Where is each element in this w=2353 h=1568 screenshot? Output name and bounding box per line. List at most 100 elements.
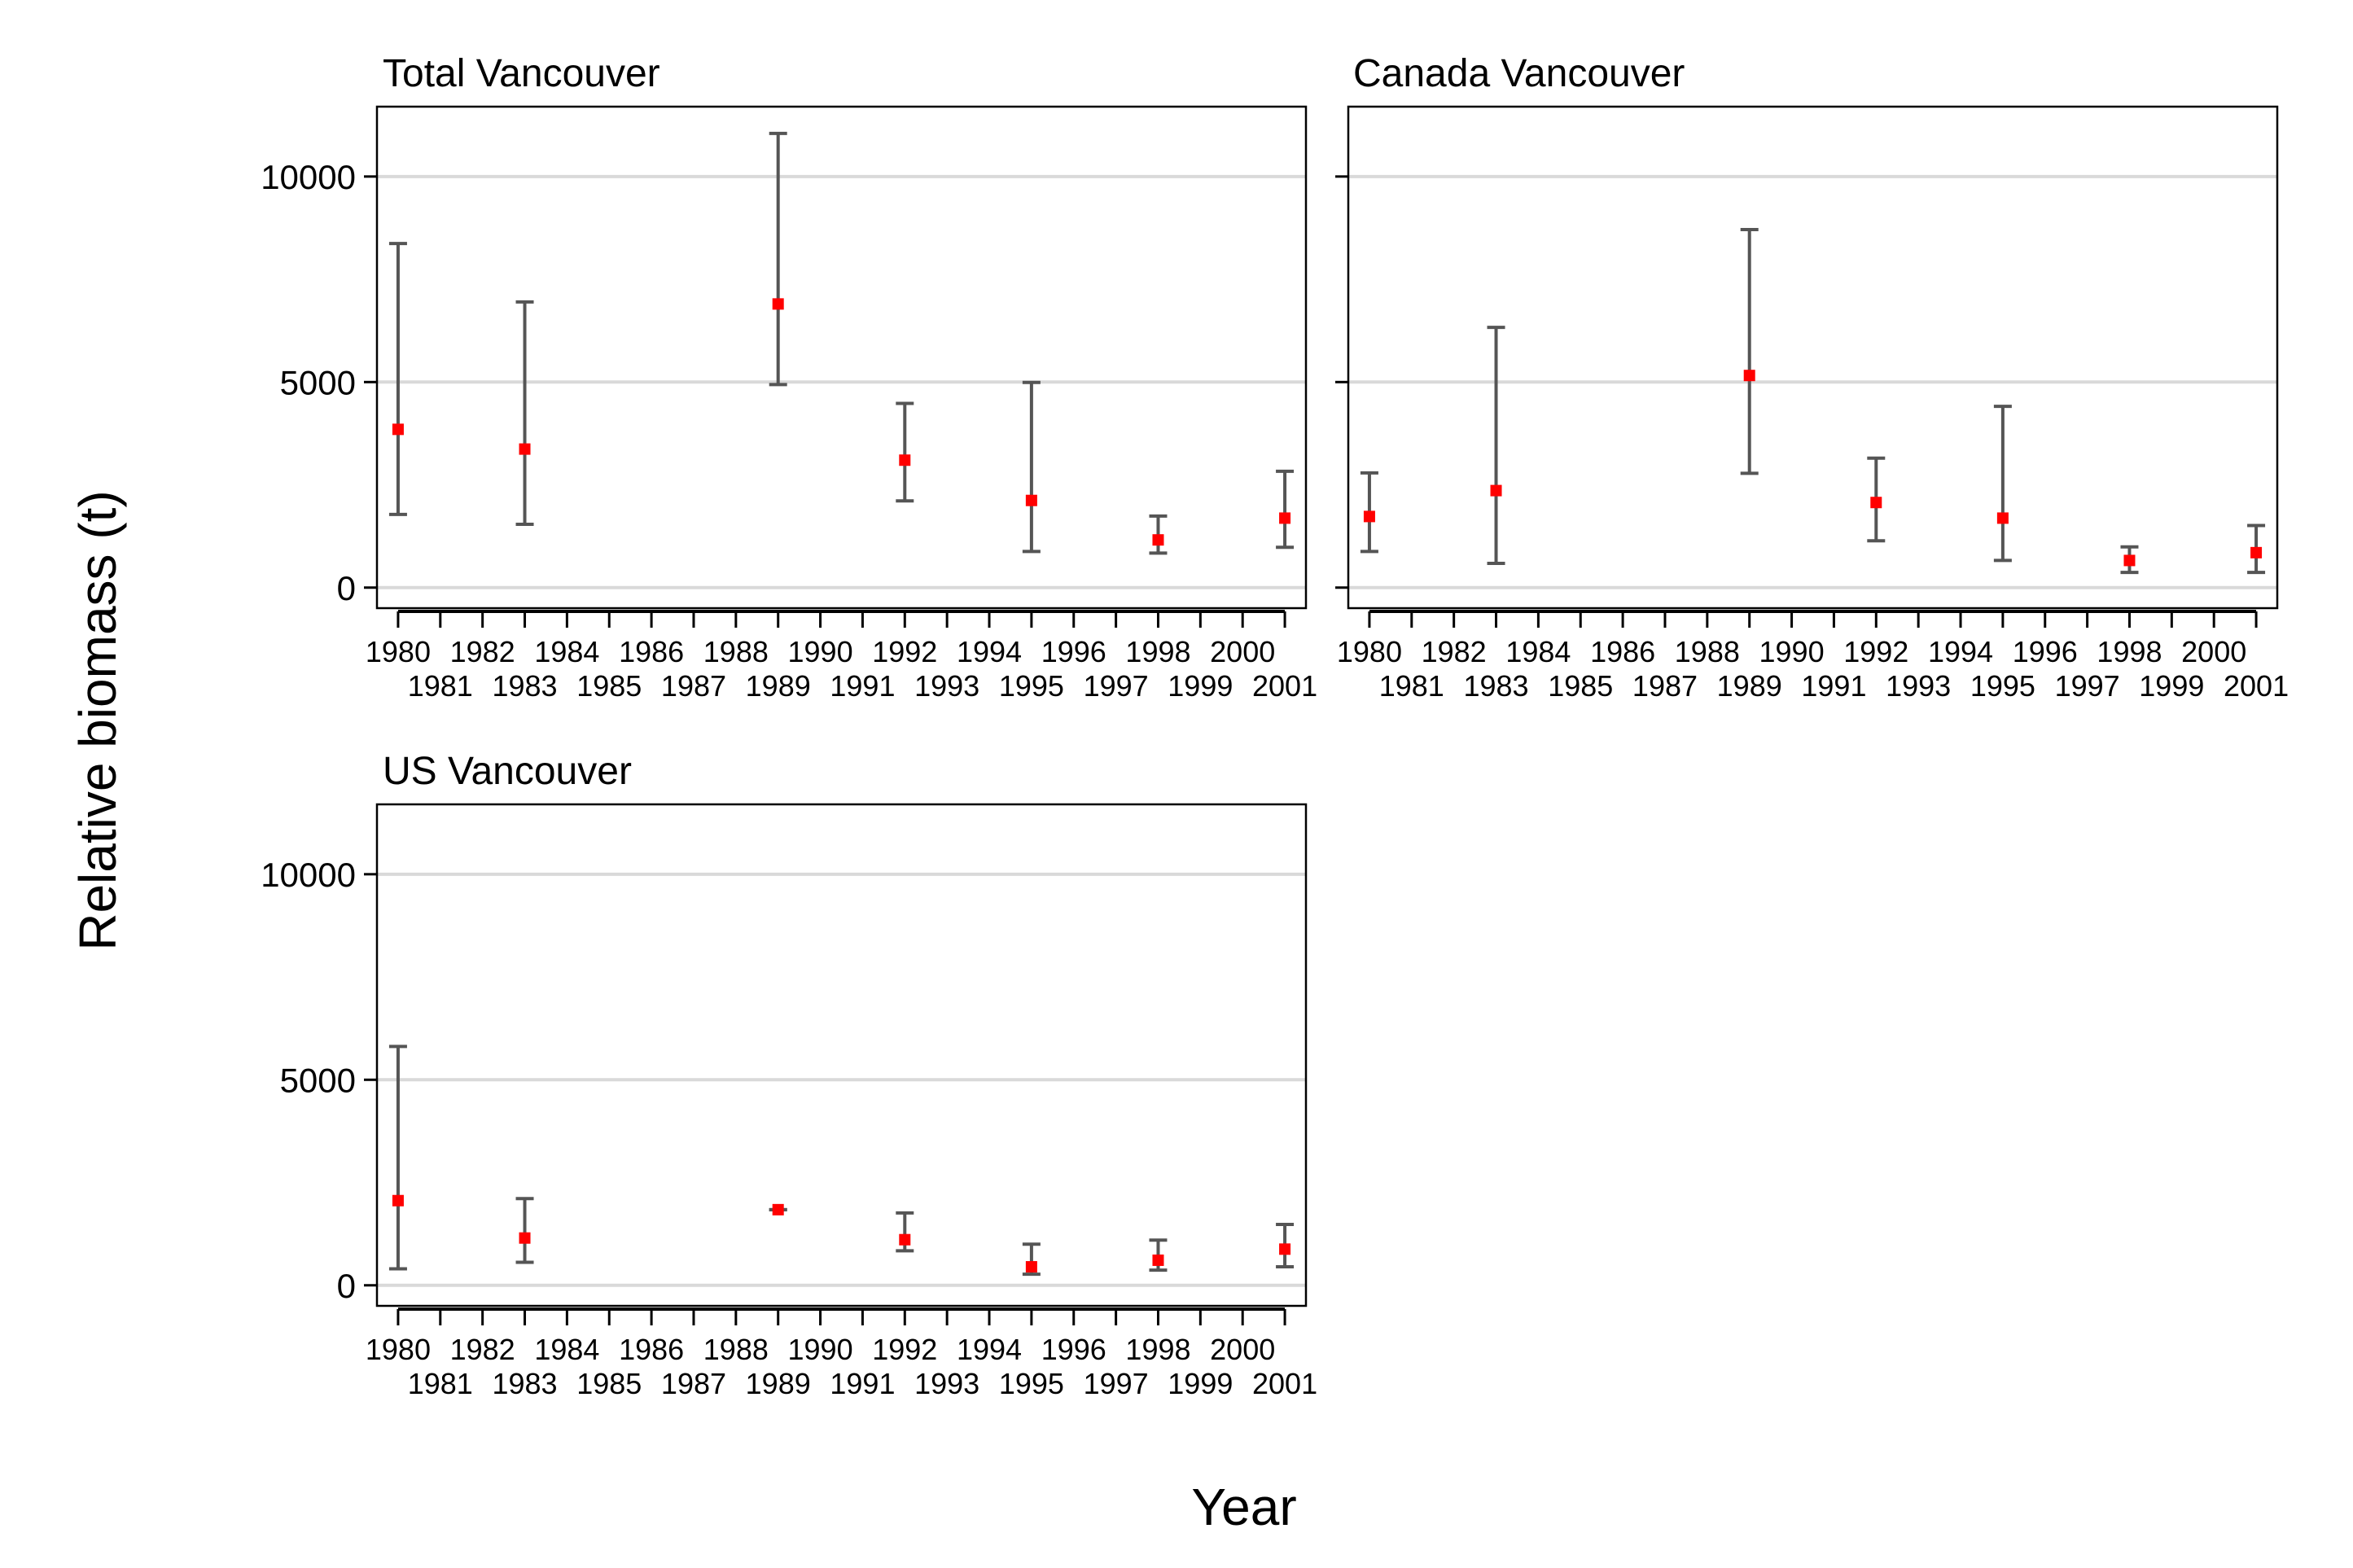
x-tick-label: 1991: [830, 1367, 895, 1400]
x-tick-label: 1998: [1125, 1333, 1190, 1366]
x-tick-label: 1995: [999, 669, 1064, 703]
data-point: [1870, 497, 1882, 509]
panel-us-vancouver: US Vancouver 050001000019801981198219831…: [261, 750, 1317, 1400]
data-point: [519, 443, 531, 455]
data-point: [1152, 1254, 1164, 1266]
x-tick-label: 2000: [1210, 1333, 1275, 1366]
x-tick-label: 1998: [1125, 635, 1190, 668]
data-point: [1279, 1243, 1291, 1255]
y-tick-label: 10000: [261, 158, 356, 196]
x-tick-label: 2001: [1252, 669, 1317, 703]
x-tick-label: 2001: [1252, 1367, 1317, 1400]
y-tick-label: 10000: [261, 856, 356, 894]
x-tick-label: 1988: [703, 1333, 769, 1366]
plot-frame: [1347, 105, 2279, 610]
x-tick-label: 1980: [366, 635, 431, 668]
error-bar: [515, 1197, 534, 1264]
panel-title: US Vancouver: [383, 750, 632, 793]
x-tick-label: 1997: [1084, 1367, 1149, 1400]
data-point: [772, 298, 784, 310]
x-tick-label: 1980: [1337, 635, 1402, 668]
x-tick-label: 1982: [450, 1333, 515, 1366]
x-tick-label: 1981: [408, 1367, 473, 1400]
error-bar: [388, 1045, 407, 1271]
x-tick-label: 2000: [1210, 635, 1275, 668]
data-point: [392, 423, 404, 436]
data-point: [392, 1194, 404, 1207]
x-tick-label: 1989: [1717, 669, 1782, 703]
error-bar: [515, 300, 534, 526]
x-tick-label: 1999: [1168, 669, 1233, 703]
data-point: [772, 1203, 784, 1215]
x-tick-label: 1990: [1759, 635, 1825, 668]
x-tick-label: 1991: [1801, 669, 1866, 703]
x-tick-label: 1987: [661, 1367, 726, 1400]
x-tick-label: 1981: [1379, 669, 1444, 703]
x-tick-label: 1989: [746, 1367, 811, 1400]
data-point: [1025, 1261, 1037, 1273]
x-tick-label: 1984: [1505, 635, 1571, 668]
error-bar: [1487, 326, 1505, 565]
x-tick-label: 1986: [619, 635, 684, 668]
x-tick-label: 1989: [746, 669, 811, 703]
x-tick-label: 1986: [1590, 635, 1655, 668]
x-tick-label: 1996: [2013, 635, 2078, 668]
x-tick-label: 1983: [1463, 669, 1528, 703]
x-tick-label: 1996: [1041, 1333, 1106, 1366]
error-bar: [769, 131, 787, 387]
x-tick-label: 1984: [534, 635, 599, 668]
y-tick-label: 5000: [280, 363, 356, 401]
panel-title: Canada Vancouver: [1353, 52, 1685, 95]
x-tick-label: 1985: [576, 1367, 642, 1400]
y-tick-label: 0: [337, 569, 356, 607]
x-tick-label: 1992: [872, 1333, 937, 1366]
x-tick-label: 1999: [2139, 669, 2204, 703]
x-tick-label: 2000: [2181, 635, 2246, 668]
x-tick-label: 1986: [619, 1333, 684, 1366]
plot-frame: [375, 803, 1308, 1307]
x-tick-label: 1993: [914, 1367, 979, 1400]
x-tick-label: 1982: [1422, 635, 1487, 668]
x-tick-label: 1987: [661, 669, 726, 703]
x-tick-label: 1983: [492, 669, 557, 703]
data-point: [1743, 370, 1755, 382]
plot-frame: [375, 105, 1308, 610]
x-tick-label: 1984: [534, 1333, 599, 1366]
data-point: [1490, 484, 1502, 497]
x-tick-label: 1992: [1843, 635, 1908, 668]
x-tick-label: 2001: [2224, 669, 2289, 703]
x-tick-label: 1997: [1084, 669, 1149, 703]
x-tick-label: 1999: [1168, 1367, 1233, 1400]
panel-title: Total Vancouver: [383, 52, 660, 95]
x-tick-label: 1988: [703, 635, 769, 668]
x-tick-label: 1990: [788, 1333, 853, 1366]
y-tick-label: 5000: [280, 1061, 356, 1099]
error-bar: [1022, 380, 1041, 554]
x-tick-label: 1994: [957, 1333, 1022, 1366]
x-tick-label: 1998: [2097, 635, 2162, 668]
error-bar: [388, 242, 407, 516]
x-tick-label: 1991: [830, 669, 895, 703]
data-point: [1025, 494, 1037, 506]
x-tick-label: 1995: [1970, 669, 2035, 703]
data-point: [1279, 512, 1291, 524]
x-tick-label: 1997: [2055, 669, 2120, 703]
x-tick-label: 1994: [957, 635, 1022, 668]
x-tick-label: 1982: [450, 635, 515, 668]
x-tick-label: 1981: [408, 669, 473, 703]
x-tick-label: 1993: [1886, 669, 1951, 703]
y-axis-label: Relative biomass (t): [68, 490, 127, 951]
x-tick-label: 1985: [576, 669, 642, 703]
error-bar: [1276, 469, 1295, 550]
x-tick-label: 1996: [1041, 635, 1106, 668]
data-point: [1363, 510, 1375, 523]
data-point: [1152, 534, 1164, 546]
panel-total-vancouver: Total Vancouver 050001000019801981198219…: [261, 52, 1317, 703]
data-point: [2123, 554, 2136, 567]
x-tick-label: 1993: [914, 669, 979, 703]
data-point: [1996, 512, 2009, 524]
x-tick-label: 1987: [1632, 669, 1698, 703]
error-bar: [1993, 405, 2012, 563]
